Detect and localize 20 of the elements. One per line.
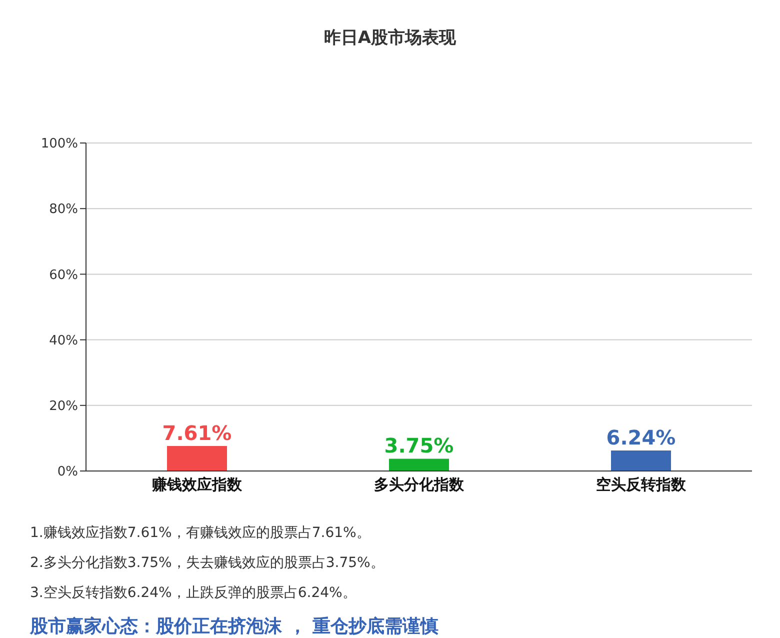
bar — [167, 446, 227, 471]
text: 1.赚钱效应指数7.61%，有赚钱效应的股票占7.61%。 — [30, 524, 372, 542]
bar — [611, 450, 671, 471]
text: 股市赢家心态：股价正在挤泡沫 ， 重仓抄底需谨慎 — [30, 615, 440, 638]
data-label: 3.75% — [384, 434, 454, 458]
y-tick-label: 80% — [49, 202, 78, 218]
y-tick-label: 40% — [49, 333, 78, 348]
bar — [389, 458, 449, 471]
text: 3.空头反转指数6.24%，止跌反弹的股票占6.24%。 — [30, 584, 358, 602]
y-tick-label: 0% — [57, 464, 78, 480]
chart-title: 昨日A股市场表现 — [322, 27, 458, 50]
x-tick-label: 多头分化指数 — [374, 476, 465, 494]
data-label: 6.24% — [606, 426, 676, 450]
y-tick-label: 100% — [40, 136, 78, 152]
y-tick-label: 20% — [49, 399, 78, 414]
x-tick-label: 空头反转指数 — [596, 476, 687, 494]
text: 2.多头分化指数3.75%，失去赚钱效应的股票占3.75%。 — [30, 554, 386, 572]
y-tick-label: 60% — [49, 268, 78, 283]
x-tick-label: 赚钱效应指数 — [151, 476, 243, 494]
data-label: 7.61% — [162, 421, 232, 446]
